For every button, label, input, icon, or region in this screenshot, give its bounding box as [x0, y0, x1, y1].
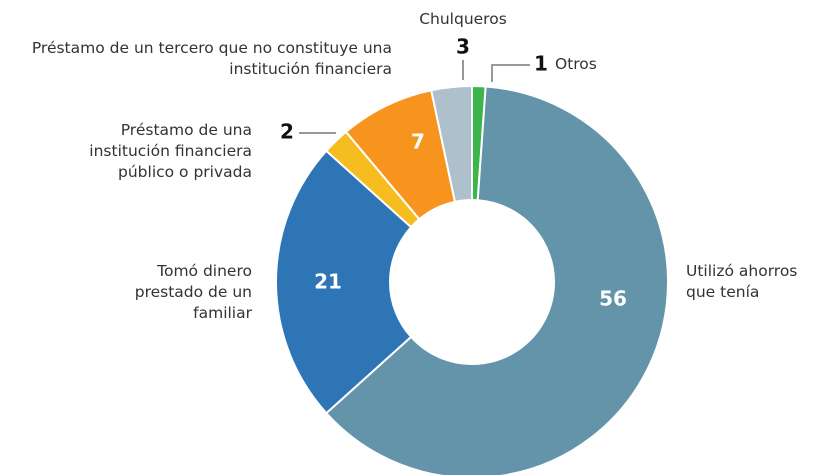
category-label: Préstamo de un tercero que no constituye…: [31, 39, 392, 78]
value-label: 3: [456, 35, 470, 59]
category-label: Otros: [555, 55, 597, 73]
value-label: 21: [314, 270, 342, 294]
donut-slice: [275, 149, 413, 415]
value-label: 1: [534, 52, 548, 76]
value-label: 7: [411, 130, 425, 154]
category-label: Chulqueros: [419, 10, 507, 28]
donut-slice: [430, 84, 473, 203]
value-label: 56: [599, 287, 627, 311]
category-label: Préstamo de una institución financiera p…: [89, 121, 252, 181]
donut-slice: [324, 85, 669, 475]
value-label: 2: [280, 120, 294, 144]
category-label: Tomó dinero prestado de un familiar: [134, 262, 252, 322]
leader-line: [491, 64, 530, 82]
category-label: Utilizó ahorros que tenía: [686, 262, 798, 301]
